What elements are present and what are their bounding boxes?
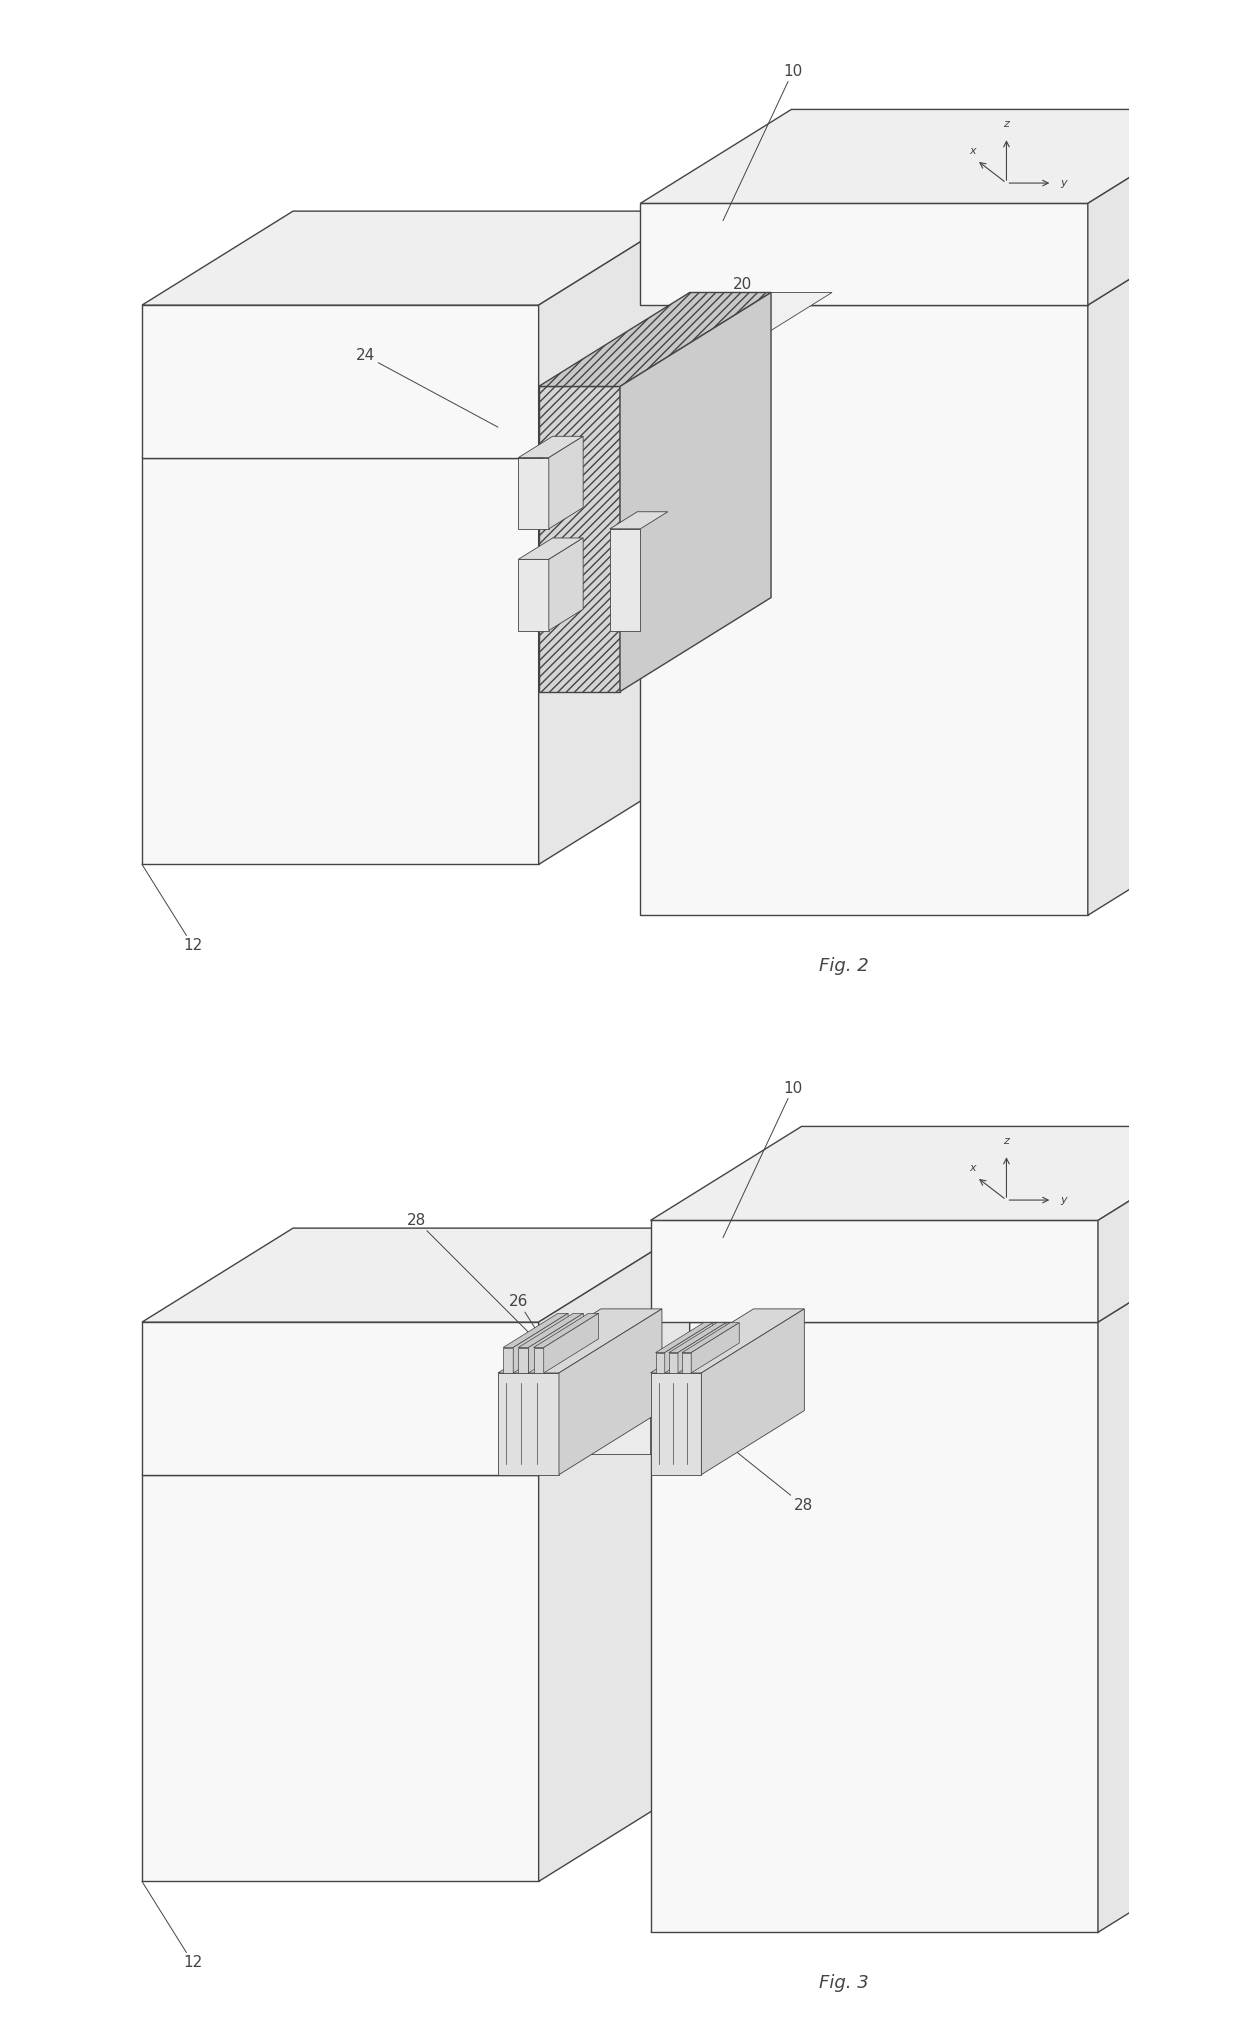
Polygon shape: [143, 305, 538, 458]
Polygon shape: [503, 1347, 513, 1373]
Polygon shape: [518, 1347, 528, 1373]
Polygon shape: [538, 1229, 689, 1475]
Polygon shape: [651, 1229, 1240, 1322]
Text: Fig. 2: Fig. 2: [818, 958, 868, 974]
Polygon shape: [678, 1322, 727, 1373]
Polygon shape: [651, 1220, 1097, 1322]
Polygon shape: [651, 1127, 1240, 1220]
Polygon shape: [538, 364, 689, 864]
Polygon shape: [691, 1322, 739, 1373]
Polygon shape: [498, 1310, 662, 1373]
Polygon shape: [538, 293, 771, 386]
Text: 20: 20: [640, 277, 751, 376]
Polygon shape: [1097, 1127, 1240, 1322]
Polygon shape: [538, 1381, 689, 1881]
Text: 28: 28: [407, 1212, 538, 1342]
Text: 10: 10: [723, 63, 802, 220]
Text: 12: 12: [143, 864, 202, 954]
Polygon shape: [533, 1314, 599, 1347]
Polygon shape: [533, 1347, 543, 1373]
Polygon shape: [518, 537, 583, 559]
Polygon shape: [665, 1322, 713, 1373]
Polygon shape: [640, 305, 1087, 915]
Text: 28: 28: [702, 1424, 812, 1513]
Polygon shape: [498, 1373, 559, 1475]
Text: 10: 10: [723, 1080, 802, 1237]
Polygon shape: [668, 1322, 727, 1353]
Polygon shape: [668, 1353, 678, 1373]
Polygon shape: [620, 293, 832, 386]
Text: 12: 12: [143, 1881, 202, 1971]
Text: Fig. 3: Fig. 3: [818, 1975, 868, 1991]
Text: y: y: [1060, 1196, 1066, 1204]
Text: z: z: [1003, 1137, 1009, 1145]
Text: x: x: [968, 1163, 976, 1172]
Polygon shape: [143, 1229, 689, 1322]
Polygon shape: [610, 529, 640, 631]
Polygon shape: [143, 1322, 538, 1475]
Polygon shape: [549, 537, 583, 631]
Polygon shape: [528, 1314, 583, 1373]
Polygon shape: [640, 212, 1239, 305]
Text: 24: 24: [356, 348, 498, 427]
Text: 24: 24: [661, 521, 773, 590]
Polygon shape: [518, 559, 549, 631]
Polygon shape: [682, 1322, 739, 1353]
Polygon shape: [682, 1353, 691, 1373]
Polygon shape: [143, 458, 538, 864]
Polygon shape: [656, 1353, 665, 1373]
Polygon shape: [1087, 110, 1239, 305]
Text: z: z: [1003, 120, 1009, 130]
Polygon shape: [1097, 1229, 1240, 1932]
Polygon shape: [640, 110, 1239, 203]
Polygon shape: [559, 1371, 719, 1414]
Polygon shape: [549, 437, 583, 529]
Polygon shape: [651, 1373, 702, 1475]
Polygon shape: [702, 1310, 805, 1475]
Polygon shape: [610, 513, 668, 529]
Text: 26: 26: [508, 1294, 589, 1414]
Polygon shape: [518, 437, 583, 458]
Polygon shape: [518, 458, 549, 529]
Polygon shape: [656, 1322, 713, 1353]
Polygon shape: [559, 1310, 662, 1475]
Text: y: y: [1060, 179, 1066, 187]
Polygon shape: [538, 386, 620, 692]
Polygon shape: [143, 212, 689, 305]
Polygon shape: [640, 203, 1087, 305]
Polygon shape: [1087, 212, 1239, 915]
Polygon shape: [143, 1381, 689, 1475]
Polygon shape: [651, 1322, 1097, 1932]
Polygon shape: [651, 1371, 719, 1454]
Polygon shape: [538, 212, 689, 458]
Polygon shape: [543, 1314, 599, 1373]
Polygon shape: [620, 293, 771, 692]
Polygon shape: [503, 1314, 568, 1347]
Polygon shape: [518, 1314, 583, 1347]
Polygon shape: [143, 1475, 538, 1881]
Polygon shape: [513, 1314, 568, 1373]
Text: x: x: [968, 146, 976, 157]
Polygon shape: [143, 364, 689, 458]
Polygon shape: [559, 1414, 651, 1454]
Polygon shape: [651, 1310, 805, 1373]
